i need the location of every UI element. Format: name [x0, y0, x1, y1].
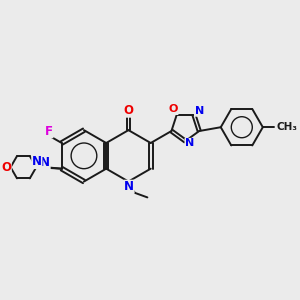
Text: O: O	[124, 104, 134, 117]
Text: O: O	[1, 161, 11, 174]
Text: N: N	[40, 156, 50, 169]
Text: N: N	[124, 180, 134, 193]
Text: CH₃: CH₃	[277, 122, 298, 132]
Text: N: N	[32, 155, 42, 169]
Text: N: N	[194, 106, 204, 116]
Text: N: N	[185, 138, 194, 148]
Text: F: F	[45, 125, 53, 138]
Text: O: O	[169, 104, 178, 114]
